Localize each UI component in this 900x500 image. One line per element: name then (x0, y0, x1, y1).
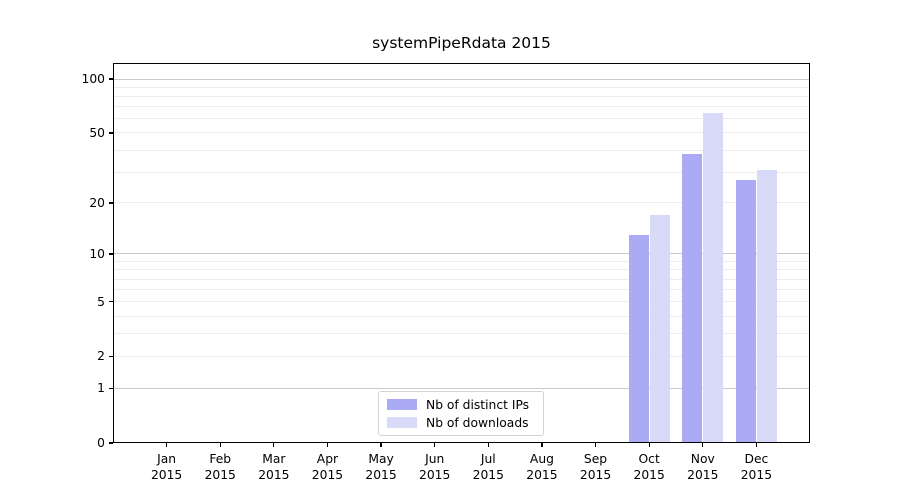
x-tick-year: 2015 (150, 467, 183, 482)
y-tick-mark (109, 78, 113, 80)
y-tick-label: 50 (89, 125, 105, 140)
y-tick-label: 1 (97, 381, 105, 396)
x-tick-mark (541, 443, 543, 447)
major-gridline (113, 387, 810, 389)
x-tick-year: 2015 (472, 467, 504, 482)
x-tick-label: Aug 2015 (526, 452, 557, 483)
x-tick-label: Dec 2015 (741, 452, 772, 483)
x-tick-month: Dec (744, 452, 769, 466)
x-tick-label: Jun 2015 (419, 452, 450, 483)
x-tick-year: 2015 (740, 467, 773, 482)
x-tick-label: Apr 2015 (312, 452, 343, 483)
x-tick-year: 2015 (687, 467, 719, 482)
major-gridline (113, 78, 810, 80)
minor-gridline (113, 149, 810, 151)
x-tick-mark (165, 443, 168, 447)
x-tick-mark (702, 443, 704, 447)
legend-swatch-distinct-ips (387, 399, 417, 410)
x-tick-year: 2015 (633, 467, 665, 482)
x-tick-month: Nov (690, 452, 715, 466)
minor-gridline (113, 202, 810, 204)
plot-area: 0 1 2 5 10 20 50 100 Jan 2015 Feb 2015 Mar 2015 Apr 201… (82, 63, 810, 482)
legend: Nb of distinct IPs Nb of downloads (378, 391, 544, 436)
x-tick-mark (755, 443, 758, 447)
x-tick-month: Mar (262, 452, 286, 466)
x-tick-month: Jun (425, 452, 445, 466)
x-tick-month: Aug (529, 452, 554, 466)
x-tick-year: 2015 (311, 467, 344, 482)
x-tick-month: Sep (583, 452, 608, 466)
y-tick-mark (109, 132, 113, 134)
y-tick-label: 20 (89, 195, 105, 210)
bar-downloads (756, 169, 777, 443)
minor-gridline (113, 333, 810, 335)
x-tick-month: Jan (157, 452, 177, 466)
x-tick-mark (380, 443, 382, 447)
minor-gridline (113, 132, 810, 134)
minor-gridline (113, 315, 810, 317)
chart-title: systemPipeRdata 2015 (372, 34, 551, 52)
x-tick-label: Jan 2015 (151, 452, 182, 483)
x-tick-label: Sep 2015 (580, 452, 611, 483)
x-tick-label: Jul 2015 (473, 452, 504, 483)
minor-gridline (113, 269, 810, 271)
y-tick-label: 2 (97, 349, 105, 364)
major-gridline (113, 253, 810, 255)
x-tick-mark (648, 443, 650, 447)
bar-distinct-ips (628, 234, 649, 443)
legend-item-downloads: Nb of downloads (387, 415, 535, 430)
legend-label-downloads: Nb of downloads (426, 415, 529, 430)
x-tick-mark (434, 443, 436, 447)
x-tick-month: Apr (316, 452, 339, 466)
minor-gridline (113, 171, 810, 173)
legend-item-distinct-ips: Nb of distinct IPs (387, 397, 535, 412)
x-tick-month: Feb (209, 452, 232, 466)
minor-gridline (113, 118, 810, 120)
x-tick-month: Jul (480, 452, 496, 466)
minor-gridline (113, 260, 810, 262)
minor-gridline (113, 95, 810, 97)
y-tick-mark (109, 202, 113, 204)
minor-gridline (113, 355, 810, 357)
bar-distinct-ips (682, 154, 703, 443)
x-tick-label: May 2015 (365, 452, 396, 483)
x-tick-year: 2015 (365, 467, 397, 482)
x-tick-mark (594, 443, 597, 447)
minor-gridline (113, 86, 810, 88)
minor-gridline (113, 278, 810, 280)
x-tick-year: 2015 (204, 467, 236, 482)
minor-gridline (113, 106, 810, 108)
x-tick-year: 2015 (419, 467, 451, 482)
x-tick-label: Nov 2015 (687, 452, 718, 483)
x-tick-year: 2015 (579, 467, 612, 482)
y-tick-label: 100 (81, 72, 105, 86)
x-tick-mark (273, 443, 275, 447)
x-tick-label: Feb 2015 (205, 452, 236, 483)
x-tick-label: Oct 2015 (633, 452, 664, 483)
minor-gridline (113, 289, 810, 291)
y-tick-mark (109, 253, 113, 255)
y-tick-label: 10 (89, 246, 105, 261)
x-tick-label: Mar 2015 (258, 452, 289, 483)
legend-label-distinct-ips: Nb of distinct IPs (426, 397, 530, 412)
y-tick-label: 0 (97, 436, 105, 450)
y-tick-mark (109, 387, 113, 389)
y-tick-label: 5 (97, 294, 105, 309)
legend-swatch-downloads (387, 417, 417, 428)
x-tick-year: 2015 (258, 467, 290, 482)
bar-distinct-ips (735, 180, 756, 443)
x-tick-month: Oct (638, 452, 660, 466)
bar-downloads (703, 112, 724, 443)
y-tick-mark (109, 355, 113, 358)
x-tick-year: 2015 (526, 467, 558, 482)
x-tick-month: May (368, 452, 394, 466)
y-tick-mark (109, 442, 113, 444)
x-tick-mark (487, 443, 489, 447)
bar-downloads (649, 215, 670, 443)
y-tick-mark (109, 301, 113, 303)
x-tick-mark (219, 443, 221, 447)
x-tick-mark (326, 443, 329, 447)
minor-gridline (113, 301, 810, 303)
